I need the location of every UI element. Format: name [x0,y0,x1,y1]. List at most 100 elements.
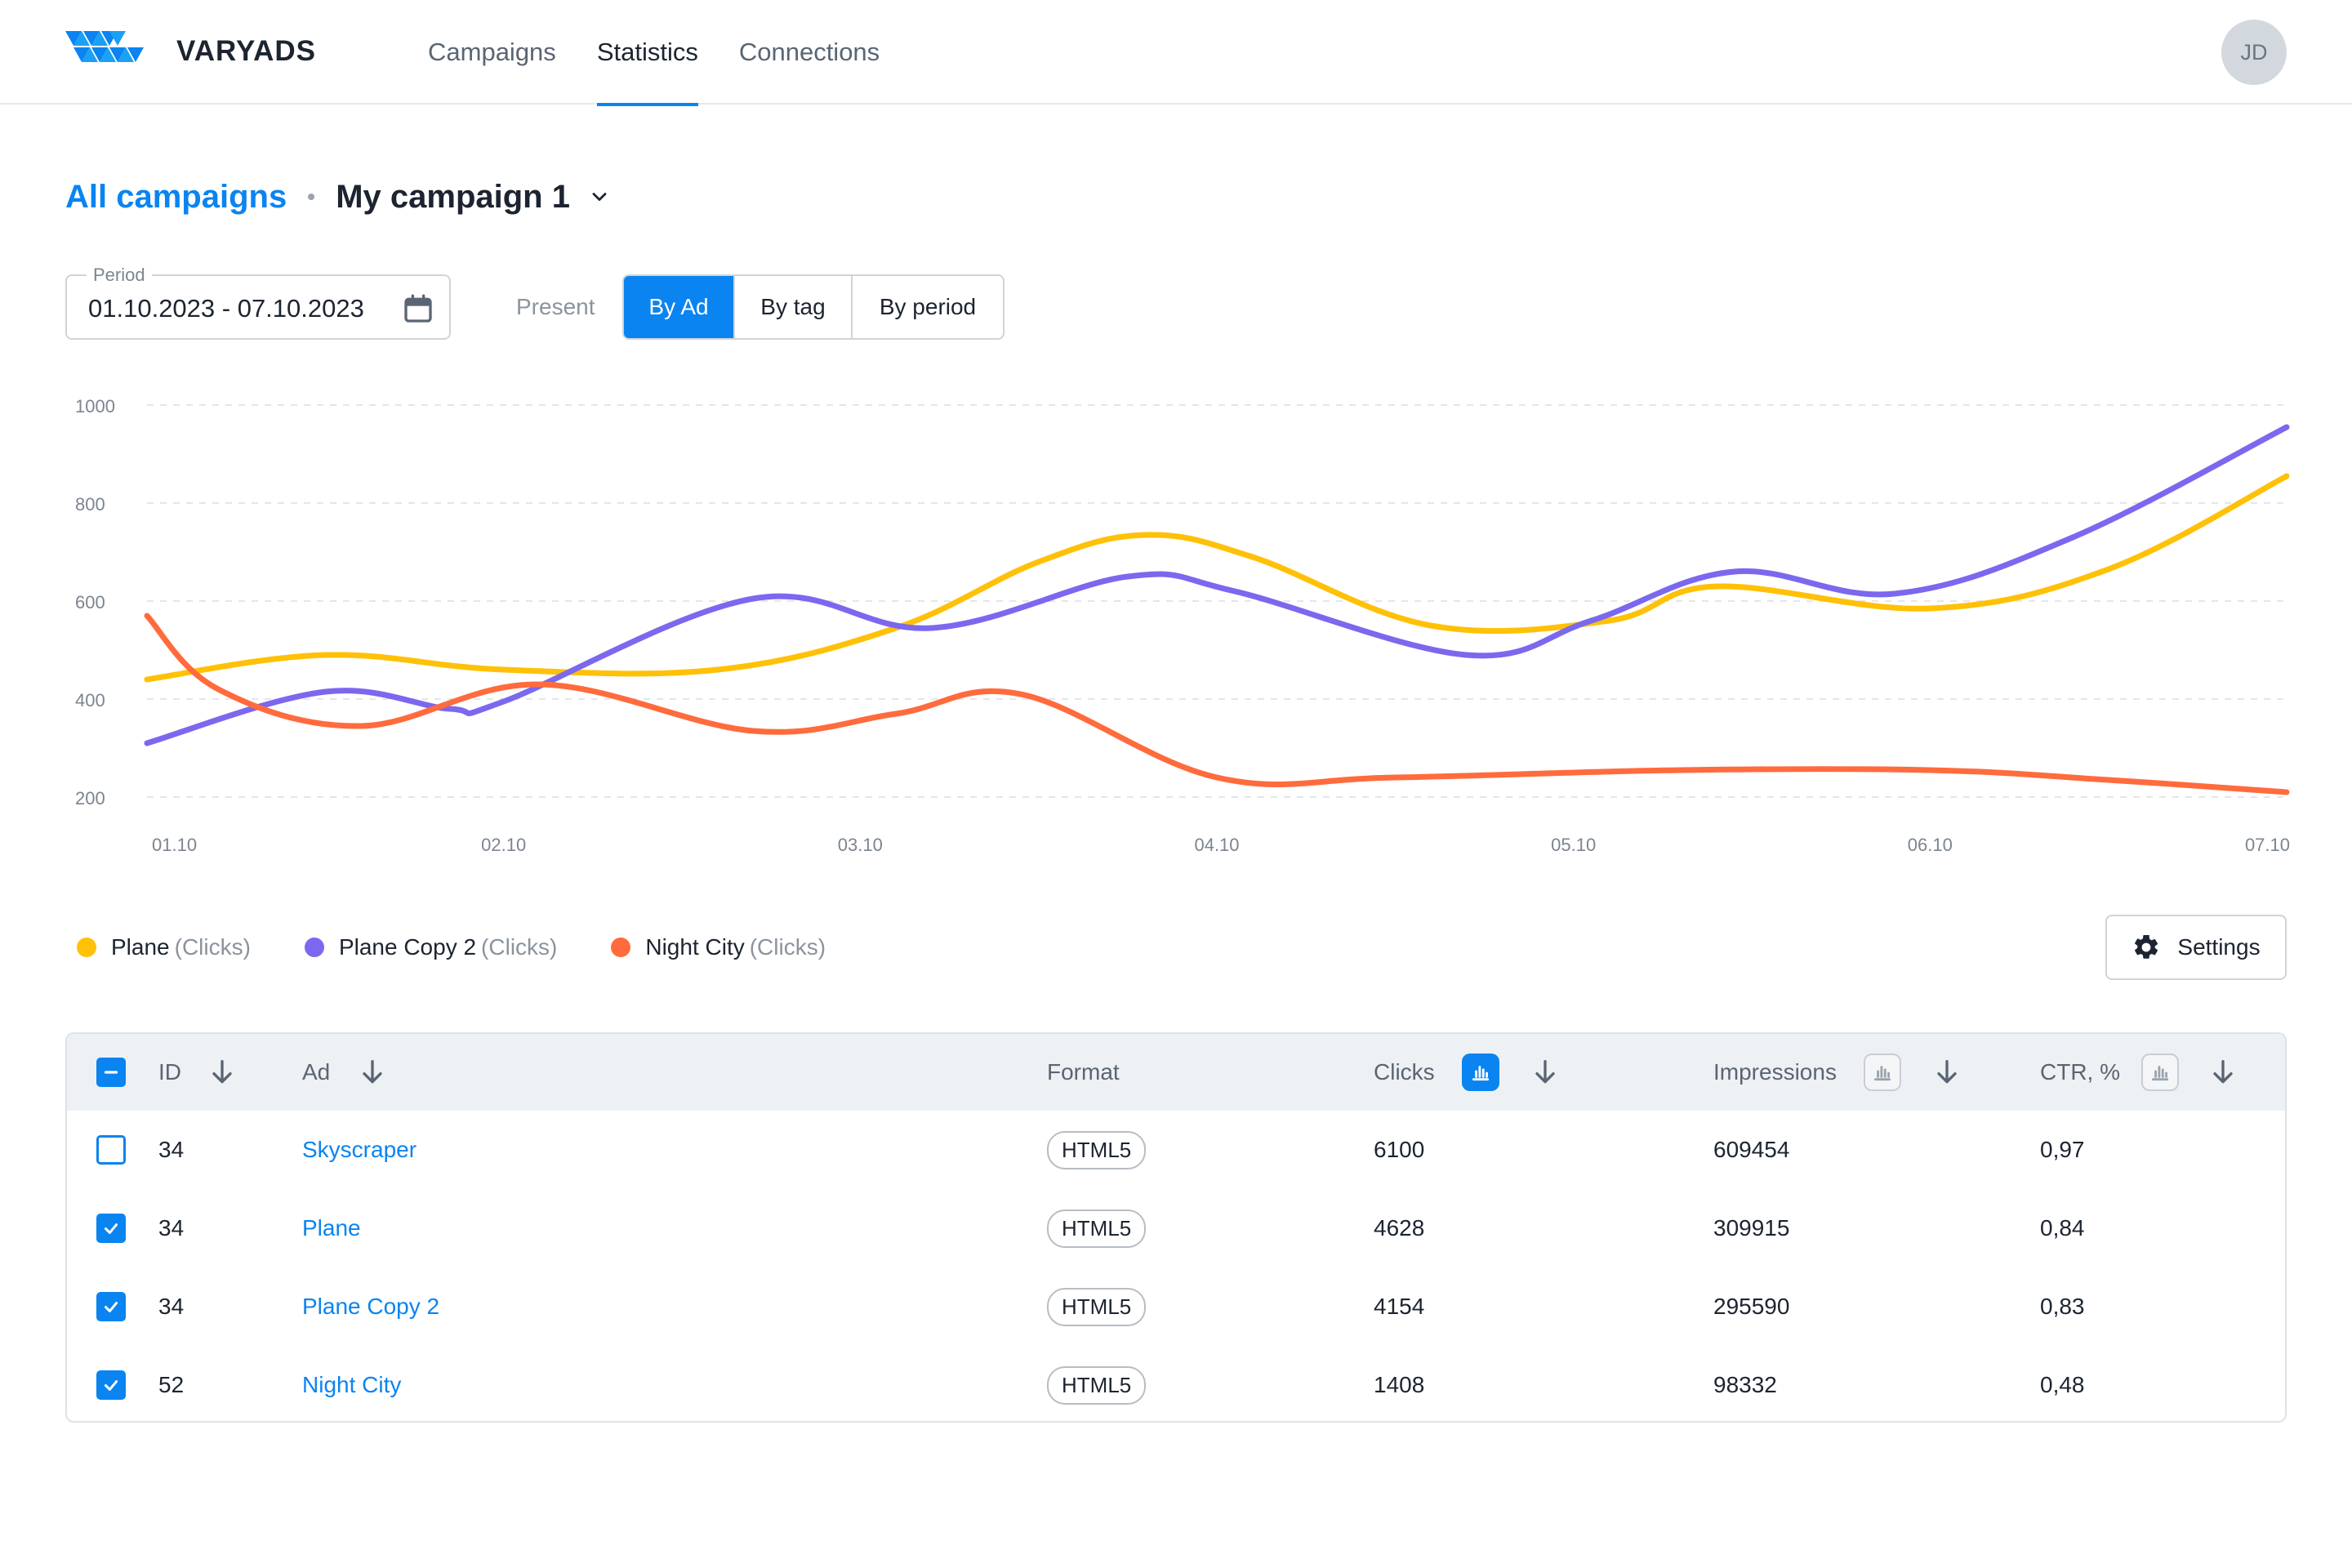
column-id: ID [158,1034,181,1111]
legend-item-night-city[interactable]: Night City (Clicks) [611,934,826,960]
check-icon [104,1380,118,1391]
row-checkbox[interactable] [96,1214,126,1243]
clicks-chart-toggle[interactable] [1462,1034,1499,1111]
column-ad: Ad [302,1034,330,1111]
x-tick-label: 07.10 [2245,835,2290,855]
cell-format: HTML5 [1047,1111,1147,1189]
legend-item-plane[interactable]: Plane (Clicks) [77,934,251,960]
bar-chart-icon[interactable] [1462,1054,1499,1091]
cell-ad-link[interactable]: Night City [302,1372,402,1397]
legend-item-plane-copy-2[interactable]: Plane Copy 2 (Clicks) [304,934,557,960]
column-clicks-label: Clicks [1374,1059,1435,1085]
arrow-down-icon[interactable] [1931,1056,1963,1089]
sort-clicks[interactable] [1529,1034,1561,1111]
cell-format: HTML5 [1047,1189,1147,1267]
breadcrumb-all-campaigns-link[interactable]: All campaigns [65,178,287,215]
cell-id: 34 [158,1137,185,1162]
series-line-plane-copy-2 [144,424,2290,746]
legend-dot [304,938,324,957]
cell-id: 34 [158,1294,185,1319]
cell-ad-link[interactable]: Plane [302,1215,361,1241]
row-checkbox[interactable] [96,1292,126,1321]
present-by-ad-button[interactable]: By Ad [624,276,733,338]
table-row[interactable]: 52 Night City HTML5 1408 98332 0,48 [67,1346,2285,1421]
cell-clicks: 4154 [1374,1294,1425,1319]
ctr-chart-toggle[interactable] [2141,1034,2179,1111]
cell-ad-link[interactable]: Plane Copy 2 [302,1294,440,1319]
nav-campaigns[interactable]: Campaigns [428,38,556,66]
x-tick-label: 04.10 [1194,835,1239,855]
cell-format: HTML5 [1047,1346,1147,1421]
cell-clicks: 4628 [1374,1215,1425,1241]
calendar-icon[interactable] [402,292,434,325]
cell-ad-link[interactable]: Skyscraper [302,1137,417,1162]
sort-id[interactable] [206,1034,238,1111]
cell-id: 34 [158,1215,185,1241]
format-badge: HTML5 [1047,1365,1147,1405]
cell-ctr: 0,48 [2040,1372,2085,1397]
arrow-down-icon[interactable] [2207,1056,2239,1089]
ads-stats-table: ID Ad Format Clicks [65,1032,2287,1423]
column-ctr: CTR, % [2040,1034,2120,1111]
check-icon [104,1302,118,1312]
period-value[interactable]: 01.10.2023 - 07.10.2023 [88,294,364,323]
present-label: Present [516,294,595,319]
x-tick-label: 06.10 [1908,835,1953,855]
legend-metric: (Clicks) [749,934,826,960]
table-header: ID Ad Format Clicks [67,1034,2285,1111]
cell-ctr: 0,97 [2040,1137,2085,1162]
sort-ad[interactable] [356,1034,389,1111]
bar-chart-icon[interactable] [1864,1054,1901,1091]
column-ad-label: Ad [302,1059,331,1085]
bar-chart-icon[interactable] [2141,1054,2179,1091]
present-by-period-button[interactable]: By period [851,276,1003,338]
user-avatar[interactable]: JD [2221,20,2287,85]
row-checkbox[interactable] [96,1370,126,1400]
cell-ctr: 0,83 [2040,1294,2085,1319]
legend-label: Plane Copy 2 [338,934,477,960]
series-line-plane [144,473,2290,683]
chevron-down-icon[interactable] [588,185,611,208]
nav-connections[interactable]: Connections [738,38,880,66]
column-id-label: ID [158,1059,181,1085]
gear-icon [2135,934,2158,959]
select-all-checkbox[interactable] [96,1058,126,1087]
cell-impressions: 295590 [1713,1294,1790,1319]
arrow-down-icon[interactable] [206,1056,238,1089]
arrow-down-icon[interactable] [1529,1056,1561,1089]
table-row[interactable]: 34 Plane HTML5 4628 309915 0,84 [67,1189,2285,1267]
brand-logo[interactable]: VARYADS [65,28,316,75]
table-row[interactable]: 34 Skyscraper HTML5 6100 609454 0,97 [67,1111,2285,1189]
y-tick-label: 400 [75,690,105,710]
cell-impressions: 98332 [1713,1372,1777,1397]
impressions-chart-toggle[interactable] [1864,1034,1901,1111]
column-format-label: Format [1047,1059,1120,1085]
row-checkbox[interactable] [96,1135,126,1165]
campaign-title: My campaign 1 [336,178,570,215]
minus-icon [104,1071,118,1074]
present-segmented-control: By Ad By tag By period [622,274,1004,340]
arrow-down-icon[interactable] [356,1056,389,1089]
settings-button[interactable]: Settings [2105,915,2287,980]
x-tick-label: 02.10 [481,835,526,855]
present-by-tag-button[interactable]: By tag [733,276,851,338]
format-badge: HTML5 [1047,1209,1147,1248]
sort-impressions[interactable] [1931,1034,1963,1111]
table-row[interactable]: 34 Plane Copy 2 HTML5 4154 295590 0,83 [67,1267,2285,1346]
cell-impressions: 309915 [1713,1215,1790,1241]
y-tick-label: 600 [75,592,105,612]
varyads-logo-icon [65,31,144,62]
chart-legend: Plane (Clicks) Plane Copy 2 (Clicks) Nig… [77,931,880,964]
nav-statistics[interactable]: Statistics [596,0,698,106]
legend-metric: (Clicks) [174,934,251,960]
x-tick-label: 01.10 [152,835,197,855]
column-format: Format [1047,1034,1120,1111]
clicks-line-chart: 1000 800 600 400 200 01.10 02.10 03.10 04.10 05.1… [75,396,2290,855]
column-clicks: Clicks [1374,1034,1435,1111]
sort-ctr[interactable] [2207,1034,2239,1111]
period-field[interactable]: Period 01.10.2023 - 07.10.2023 [65,265,451,340]
breadcrumb-separator [308,194,315,200]
period-label: Period [87,265,152,286]
cell-id: 52 [158,1372,185,1397]
y-tick-label: 1000 [75,396,115,416]
